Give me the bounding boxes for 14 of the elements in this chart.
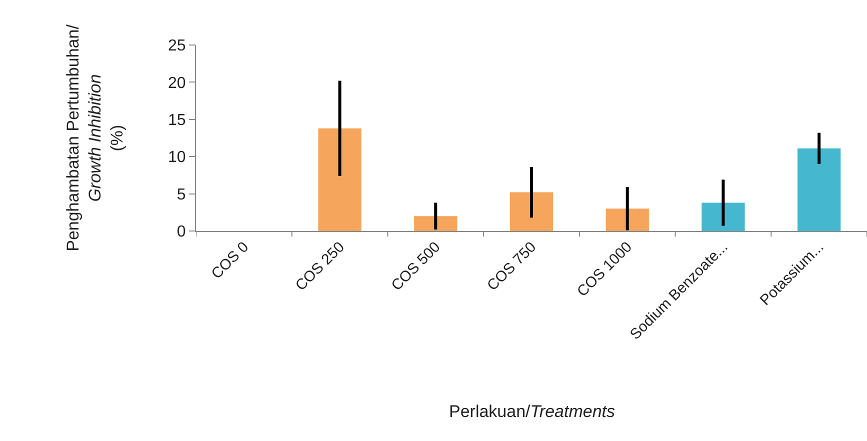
y-tick-label: 0 xyxy=(176,224,186,241)
bar xyxy=(798,148,841,231)
bar xyxy=(606,208,649,231)
y-tick-label: 10 xyxy=(168,149,186,166)
y-axis-title: Penghambatan Pertumbuhan/ Growth Inhibition (%) xyxy=(63,24,127,252)
x-axis-title: Perlakuan/Treatments xyxy=(449,402,616,421)
y-tick-label: 5 xyxy=(176,186,186,204)
y-tick-label: 15 xyxy=(168,112,186,129)
bar xyxy=(510,192,554,231)
bar xyxy=(414,216,458,231)
bar xyxy=(702,202,745,231)
bar xyxy=(318,128,362,231)
y-tick-label: 25 xyxy=(168,38,186,55)
y-tick-label: 20 xyxy=(168,74,186,92)
